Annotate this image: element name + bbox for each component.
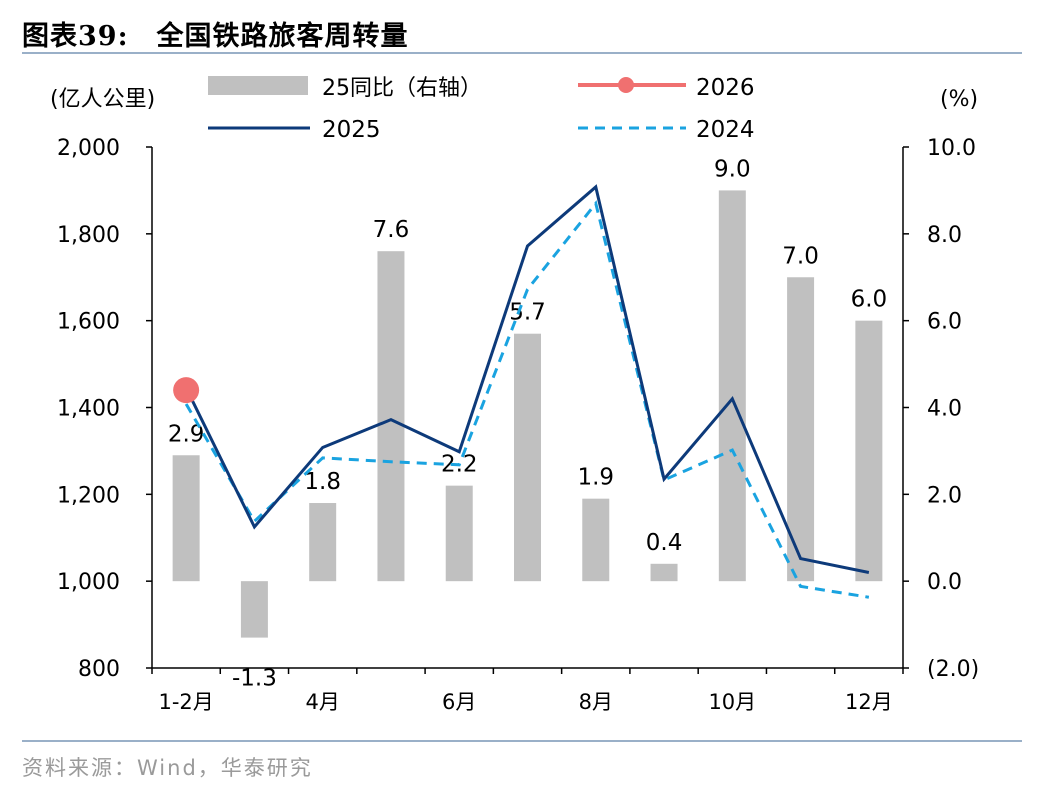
yoy-bar (445, 485, 473, 582)
yoy-bar (514, 333, 541, 582)
right-tick-label: 10.0 (927, 136, 976, 161)
source-note: 资料来源：Wind，华泰研究 (22, 756, 313, 780)
left-axis-unit: (亿人公里) (50, 87, 155, 112)
yoy-bar (787, 277, 815, 582)
x-tick-label: 1-2月 (158, 690, 213, 714)
left-tick-label: 2,000 (57, 136, 120, 161)
line-2024 (184, 200, 870, 599)
right-tick-label: 2.0 (927, 483, 962, 508)
right-tick-label: 0.0 (927, 570, 962, 595)
top-rule (22, 52, 1022, 54)
right-axis-unit: (%) (940, 87, 978, 112)
legend-label-bars: 25同比（右轴） (322, 76, 482, 101)
legend-label-2024: 2024 (696, 117, 755, 143)
chart-title: 全国铁路旅客周转量 (156, 21, 409, 52)
bar-data-label: 7.6 (373, 217, 410, 243)
right-tick-label: 6.0 (927, 310, 962, 335)
yoy-bar (650, 563, 678, 582)
left-tick-label: 1,000 (57, 570, 120, 595)
left-tick-label: 1,600 (57, 310, 120, 335)
yoy-bar (172, 455, 200, 582)
yoy-bar (582, 498, 610, 582)
legend-label-2026: 2026 (696, 75, 755, 101)
yoy-bar (240, 581, 268, 638)
bar-data-label: 1.9 (577, 465, 614, 491)
point-2026 (173, 377, 200, 404)
legend-swatch-bars (208, 76, 308, 95)
right-tick-label: 8.0 (927, 223, 962, 248)
bar-data-label: 7.0 (782, 243, 819, 269)
x-tick-label: 6月 (442, 690, 476, 714)
yoy-bar (377, 251, 405, 582)
bar-data-label: -1.3 (232, 666, 277, 692)
right-tick-label: 4.0 (927, 397, 962, 422)
bar-data-label: 1.8 (304, 469, 341, 495)
bottom-rule (22, 740, 1022, 742)
legend-label-2025: 2025 (322, 117, 381, 143)
bar-data-label: 9.0 (714, 156, 751, 182)
left-tick-label: 1,800 (57, 223, 120, 248)
line-2025 (184, 184, 870, 574)
legend-marker-2026 (618, 77, 634, 93)
x-tick-label: 12月 (845, 690, 893, 714)
yoy-bar (718, 190, 746, 582)
yoy-bar (855, 320, 883, 582)
left-tick-label: 1,400 (57, 397, 120, 422)
left-tick-label: 1,200 (57, 483, 120, 508)
x-tick-label: 8月 (579, 690, 613, 714)
yoy-bar (309, 503, 337, 582)
x-tick-label: 4月 (305, 690, 339, 714)
left-tick-label: 800 (78, 657, 120, 682)
right-tick-label: (2.0) (927, 657, 979, 682)
bar-data-label: 6.0 (851, 287, 888, 313)
bar-data-label: 0.4 (646, 530, 683, 556)
figure-label: 图表39: (22, 21, 129, 52)
figure-title: 图表39: 全国铁路旅客周转量 (22, 14, 409, 53)
x-tick-label: 10月 (708, 690, 756, 714)
